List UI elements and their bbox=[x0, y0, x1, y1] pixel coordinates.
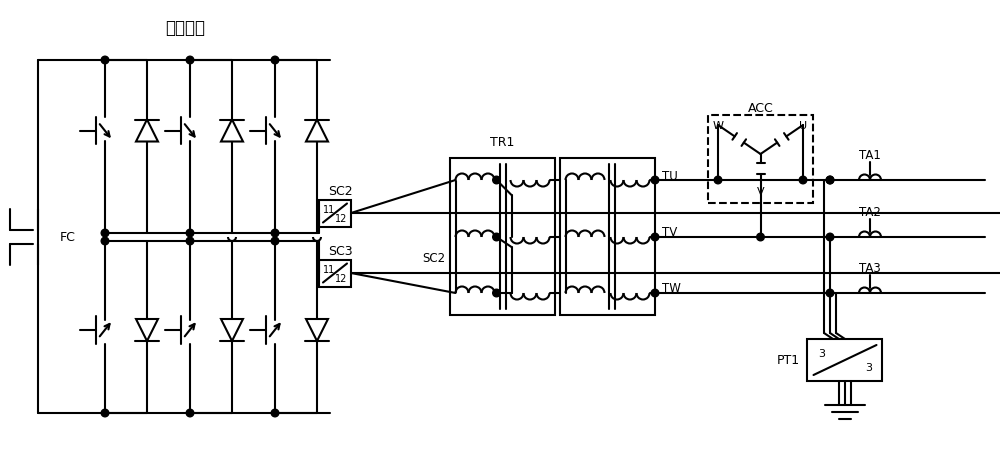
Circle shape bbox=[651, 289, 659, 297]
Bar bbox=[319, 260, 351, 287]
Circle shape bbox=[101, 230, 109, 237]
Circle shape bbox=[826, 177, 834, 184]
Circle shape bbox=[271, 230, 279, 237]
Circle shape bbox=[101, 238, 109, 245]
Circle shape bbox=[493, 234, 500, 241]
Text: TV: TV bbox=[662, 226, 677, 239]
Circle shape bbox=[757, 234, 764, 241]
Circle shape bbox=[651, 234, 659, 241]
Text: 11: 11 bbox=[323, 264, 335, 274]
Bar bbox=[450, 159, 555, 315]
Text: PT1: PT1 bbox=[776, 354, 799, 367]
Circle shape bbox=[101, 57, 109, 65]
Text: ACC: ACC bbox=[748, 101, 773, 114]
Circle shape bbox=[101, 410, 109, 417]
Bar bbox=[807, 339, 882, 381]
Text: 12: 12 bbox=[335, 213, 347, 223]
Circle shape bbox=[493, 177, 500, 184]
Circle shape bbox=[799, 177, 807, 184]
Circle shape bbox=[651, 177, 659, 184]
Text: V: V bbox=[757, 187, 764, 197]
Circle shape bbox=[186, 410, 194, 417]
Bar bbox=[319, 200, 351, 227]
Circle shape bbox=[826, 234, 834, 241]
Text: FC: FC bbox=[60, 231, 76, 243]
Circle shape bbox=[186, 230, 194, 237]
Text: TA2: TA2 bbox=[859, 206, 881, 218]
Text: TA1: TA1 bbox=[859, 149, 881, 162]
Text: SC2: SC2 bbox=[422, 252, 445, 265]
Circle shape bbox=[826, 289, 834, 297]
Circle shape bbox=[186, 238, 194, 245]
Circle shape bbox=[186, 57, 194, 65]
Text: 12: 12 bbox=[335, 273, 347, 283]
Bar bbox=[560, 159, 655, 315]
Text: 3: 3 bbox=[865, 362, 872, 372]
Circle shape bbox=[271, 238, 279, 245]
Text: TR1: TR1 bbox=[490, 136, 515, 149]
Text: W: W bbox=[712, 121, 724, 131]
Text: U: U bbox=[799, 121, 807, 131]
Circle shape bbox=[493, 289, 500, 297]
Text: TW: TW bbox=[662, 282, 681, 295]
Circle shape bbox=[826, 177, 834, 184]
Text: 逆变模块: 逆变模块 bbox=[165, 19, 205, 37]
Text: TA3: TA3 bbox=[859, 262, 881, 274]
Circle shape bbox=[271, 57, 279, 65]
Text: SC2: SC2 bbox=[328, 185, 352, 198]
Text: 11: 11 bbox=[323, 205, 335, 214]
Text: SC3: SC3 bbox=[328, 245, 352, 258]
Text: TU: TU bbox=[662, 169, 678, 182]
Circle shape bbox=[271, 410, 279, 417]
Bar bbox=[708, 116, 813, 203]
Circle shape bbox=[714, 177, 722, 184]
Text: 3: 3 bbox=[818, 348, 825, 358]
